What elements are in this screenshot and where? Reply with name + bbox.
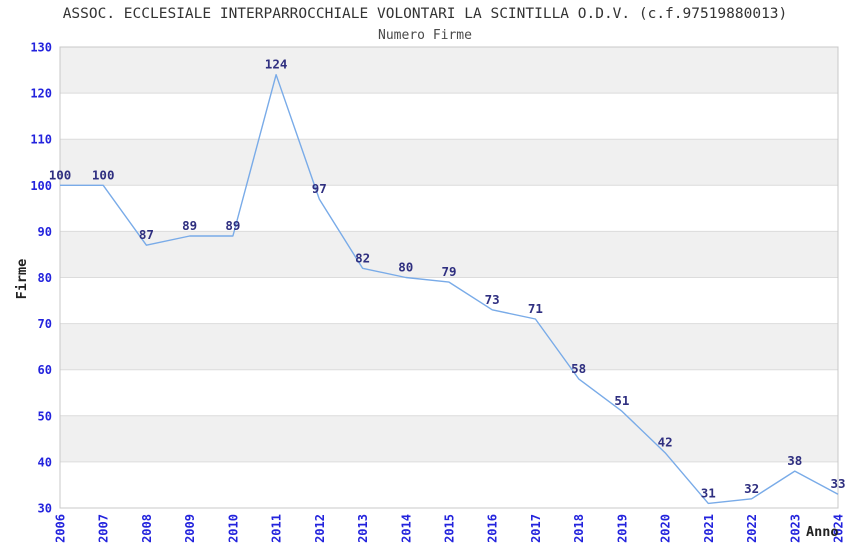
grid-band: [60, 231, 838, 278]
data-point-label: 32: [744, 481, 759, 496]
data-point-label: 42: [658, 435, 673, 450]
grid-band: [60, 415, 838, 462]
y-tick-label: 90: [38, 225, 52, 239]
x-tick-label: 2017: [529, 514, 543, 543]
x-tick-label: 2009: [183, 514, 197, 543]
y-tick-label: 30: [38, 502, 52, 516]
x-tick-label: 2008: [140, 514, 154, 543]
data-point-label: 97: [312, 181, 327, 196]
y-tick-label: 120: [30, 87, 52, 101]
x-tick-label: 2018: [572, 514, 586, 543]
y-tick-label: 50: [38, 409, 52, 423]
data-point-label: 38: [787, 453, 802, 468]
data-point-label: 31: [701, 485, 716, 500]
x-tick-label: 2007: [97, 514, 111, 543]
data-point-label: 124: [265, 57, 288, 72]
y-tick-label: 60: [38, 363, 52, 377]
data-point-label: 89: [225, 218, 240, 233]
data-point-label: 100: [92, 167, 115, 182]
plot-border: [59, 46, 839, 509]
y-axis-title: Firme: [14, 258, 30, 300]
chart-title: ASSOC. ECCLESIALE INTERPARROCCHIALE VOLO…: [62, 6, 788, 22]
data-point-label: 87: [139, 227, 154, 242]
y-tick-label: 70: [38, 317, 52, 331]
data-point-label: 33: [830, 476, 845, 491]
x-tick-label: 2012: [313, 514, 327, 543]
data-point-label: 79: [441, 264, 456, 279]
grid-band: [60, 323, 838, 370]
x-tick-label: 2011: [270, 514, 284, 543]
y-tick-label: 100: [30, 179, 52, 193]
x-tick-label: 2016: [486, 514, 500, 543]
y-tick-label: 40: [38, 455, 52, 469]
data-point-label: 80: [398, 260, 413, 275]
data-point-label: 58: [571, 361, 586, 376]
grid-band: [60, 139, 838, 186]
x-tick-label: 2021: [702, 514, 716, 543]
x-tick-label: 2019: [615, 514, 629, 543]
y-tick-label: 130: [30, 41, 52, 55]
x-axis-title: Anno: [806, 524, 839, 540]
data-point-label: 51: [614, 393, 629, 408]
y-tick-label: 80: [38, 271, 52, 285]
x-tick-label: 2013: [356, 514, 370, 543]
x-tick-label: 2022: [745, 514, 759, 543]
data-point-label: 73: [485, 292, 500, 307]
data-point-label: 82: [355, 250, 370, 265]
data-line: [60, 73, 839, 505]
x-tick-label: 2006: [54, 514, 68, 543]
data-point-label: 71: [528, 301, 543, 316]
x-tick-label: 2020: [659, 514, 673, 543]
x-tick-label: 2010: [226, 514, 240, 543]
x-tick-label: 2023: [788, 514, 802, 543]
chart-subtitle: Numero Firme: [378, 28, 472, 43]
data-point-label: 100: [49, 167, 72, 182]
data-point-label: 89: [182, 218, 197, 233]
x-tick-label: 2014: [399, 514, 413, 543]
x-tick-label: 2015: [443, 514, 457, 543]
y-tick-label: 110: [30, 133, 52, 147]
x-tick-label: 2024: [832, 514, 846, 543]
grid-band: [60, 47, 838, 94]
